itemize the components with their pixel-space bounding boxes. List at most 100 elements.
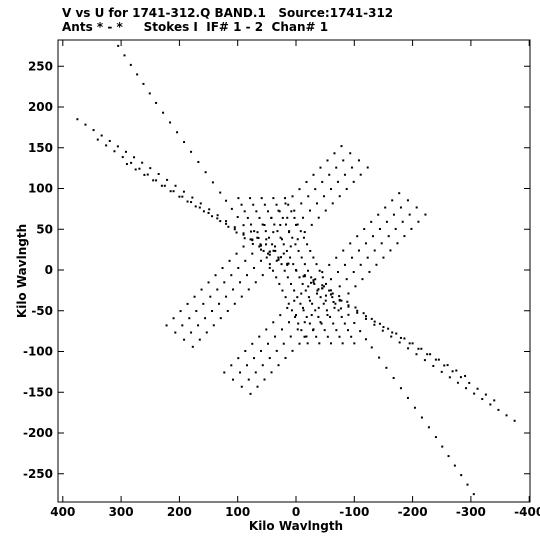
uv-point (246, 274, 249, 277)
uv-point (280, 256, 283, 259)
tick-labels: 400 300 200 100 0 -100 -200 -300 -400 250 200 150 10… (23, 59, 540, 519)
y-tick-label: 250 (28, 59, 53, 73)
uv-point (96, 138, 99, 141)
uv-point (291, 236, 294, 239)
uv-point (142, 82, 145, 85)
uv-point (249, 238, 252, 241)
uv-point (310, 223, 313, 226)
uv-point (328, 263, 331, 266)
uv-point (335, 329, 338, 332)
uv-point (267, 236, 270, 239)
uv-point (339, 307, 342, 310)
uv-point (263, 203, 266, 206)
uv-point (249, 392, 252, 395)
uv-point (146, 173, 149, 176)
uv-point (295, 269, 298, 272)
uv-point (268, 253, 271, 256)
plot-title-line-2: Ants * - * Stokes I IF# 1 - 2 Chan# 1 (62, 20, 329, 34)
uv-point (268, 250, 271, 253)
uv-point (123, 54, 126, 57)
uv-point (272, 269, 275, 272)
uv-point (363, 228, 366, 231)
uv-point (378, 228, 381, 231)
uv-point (408, 342, 411, 345)
uv-point (183, 141, 186, 144)
uv-point (233, 302, 236, 305)
x-tick-label: -300 (456, 505, 486, 519)
uv-point (130, 161, 133, 164)
uv-point (117, 44, 120, 47)
uv-point (303, 263, 306, 266)
uv-point (188, 317, 191, 320)
y-tick-label: 100 (28, 182, 53, 196)
uv-point (216, 288, 219, 291)
uv-point (437, 358, 440, 361)
x-tick-label: 400 (50, 505, 75, 519)
uv-point (356, 311, 359, 314)
uv-point (322, 285, 325, 288)
uv-point (315, 263, 318, 266)
uv-point (313, 282, 316, 285)
uv-point (260, 259, 263, 262)
uv-point (176, 131, 179, 134)
uv-point (366, 256, 369, 259)
uv-point (251, 242, 254, 245)
uv-point (263, 224, 266, 227)
uv-point (286, 216, 289, 219)
uv-point (309, 249, 312, 252)
uv-point (244, 259, 247, 262)
uv-point (434, 436, 437, 439)
uv-point (276, 230, 279, 233)
uv-point (211, 215, 214, 218)
uv-point (233, 228, 236, 231)
uv-point (162, 111, 165, 114)
uv-point (246, 364, 249, 367)
uv-point (294, 243, 297, 246)
uv-point (299, 302, 302, 305)
uv-point (186, 200, 189, 203)
uv-point (272, 249, 275, 252)
uv-point (282, 243, 285, 246)
uv-point (113, 150, 116, 153)
uv-point (256, 236, 259, 239)
uv-point (347, 329, 350, 332)
uv-point (321, 287, 324, 290)
uv-point (465, 387, 468, 390)
uv-point (364, 317, 367, 320)
uv-point (453, 464, 456, 467)
uv-point (283, 269, 286, 272)
uv-point (329, 315, 332, 318)
uv-point (244, 349, 247, 352)
uv-point (253, 230, 256, 233)
uv-point (230, 274, 233, 277)
uv-point (403, 235, 406, 238)
uv-point (300, 292, 303, 295)
uv-point (207, 281, 210, 284)
uv-point (267, 252, 270, 255)
uv-point (322, 302, 325, 305)
uv-point (349, 152, 352, 155)
uv-point (315, 202, 318, 205)
uv-point (294, 315, 297, 318)
uv-point (199, 202, 202, 205)
uv-point (316, 289, 319, 292)
uv-point (447, 455, 450, 458)
uv-point (310, 276, 313, 279)
uv-point (451, 370, 454, 373)
uv-point (333, 152, 336, 155)
uv-point (303, 275, 306, 278)
x-tick-label: -400 (514, 505, 540, 519)
uv-point (338, 298, 341, 301)
uv-point (331, 296, 334, 299)
uv-point (242, 245, 245, 248)
uv-point (359, 173, 362, 176)
uv-point (321, 276, 324, 279)
uv-point (265, 328, 268, 331)
uv-point (403, 337, 406, 340)
uv-point (133, 156, 136, 159)
uv-point (284, 197, 287, 200)
uv-point (251, 342, 254, 345)
uv-point (312, 281, 315, 284)
uv-point (378, 322, 381, 325)
uv-point (277, 364, 280, 367)
